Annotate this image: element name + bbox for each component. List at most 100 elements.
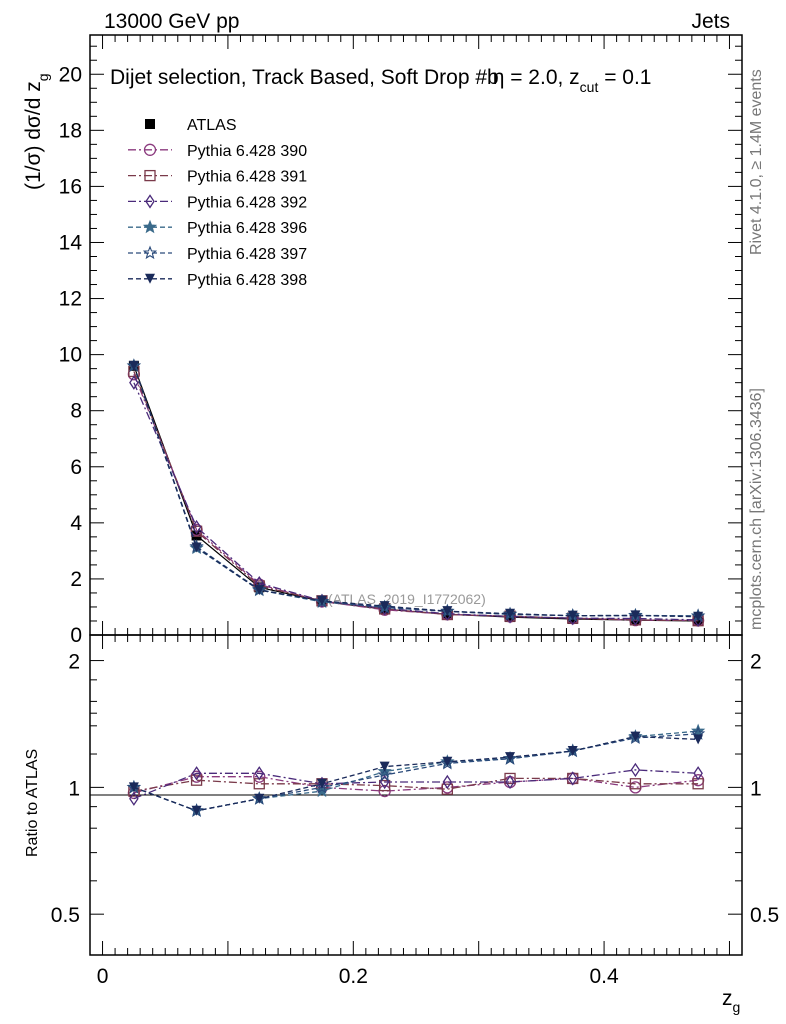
ratio-data-point [690,723,706,738]
legend-label: Pythia 6.428 390 [187,143,307,160]
ratio-data-point [377,767,392,782]
main-series-line [133,365,699,617]
ratio-data-point [505,774,515,790]
ratio-data-point [379,761,390,772]
main-ytick-label: 2 [70,568,82,591]
ratio-series-line [133,777,699,792]
main-ytick-label: 10 [59,344,82,367]
rivet-label: Rivet 4.1.0, ≥ 1.4M events [748,69,765,255]
legend-marker [145,273,155,284]
main-data-point [630,610,641,621]
main-ytick-label: 4 [70,512,82,535]
ratio-data-point [190,774,203,786]
legend-marker [143,143,157,156]
main-data-point [693,611,704,622]
ratio-ytick-label: 1 [68,777,80,800]
ratio-data-point [191,766,202,781]
main-ytick-label: 20 [59,63,82,86]
legend-marker [142,219,158,234]
x-axis-title: zg [722,987,740,1015]
ratio-data-point [442,756,453,767]
main-series-line [133,374,699,622]
legend-marker [142,245,158,260]
ratio-data-point [630,731,641,742]
xtick-label: 0 [97,965,109,988]
ratio-data-point [314,779,330,794]
main-data-point [129,375,139,390]
ratio-ytick-label: 0.5 [51,904,80,927]
legend-label: Pythia 6.428 392 [187,194,307,211]
ratio-data-point [567,771,578,786]
ratio-y-ticks: 0.5 0.5 1 1 2 2 [51,651,779,928]
main-ytick-label: 18 [59,119,82,142]
ratio-series-group [126,723,706,817]
main-ylabel: (1/σ) dσ/d zg [22,73,51,190]
legend-label: Pythia 6.428 397 [187,246,307,263]
main-ytick-label: 6 [70,456,82,479]
main-ytick-label: 14 [59,231,83,254]
ratio-data-point [442,774,453,790]
main-series-line [133,365,699,622]
ratio-data-point [629,778,642,790]
ratio-data-point [693,766,703,781]
legend-marker [145,194,155,209]
legend-label: ATLAS [187,117,237,134]
legend-label: Pythia 6.428 391 [187,169,307,186]
main-ytick-label: 12 [59,288,82,311]
main-y-ticks: 0 2 4 6 8 10 12 14 16 18 20 [59,45,742,647]
ratio-data-point [129,791,139,806]
ratio-ytick-label: 2 [68,651,80,674]
ratio-data-point [253,770,266,783]
analysis-watermark: (ATLAS_2019_I1772062) [328,591,486,607]
ratio-series-line [133,735,699,812]
main-title-tail: η = 2.0, z [493,66,580,89]
main-series-line [133,365,699,618]
main-ylabel-sub: g [35,73,51,81]
legend: ATLAS Pythia 6.428 390 Pythia 6.428 391 Pyt… [128,117,307,289]
ratio-data-point [316,778,327,789]
main-ylabel-text: (1/σ) dσ/d z [22,81,45,190]
ratio-ytick-label-right: 1 [750,777,762,800]
legend-marker [144,169,156,182]
main-series-line [133,371,699,622]
ratio-data-point [693,734,704,745]
ratio-data-point [128,782,139,793]
ratio-data-point [379,774,390,790]
x-axis-title-text: z [722,987,733,1010]
ratio-ylabel: Ratio to ATLAS [24,749,41,857]
main-data-point [442,606,453,617]
main-title-sub: cut [580,79,599,95]
ratio-data-point [630,762,641,778]
ratio-data-point [191,805,202,816]
legend-label: Pythia 6.428 396 [187,220,307,237]
ratio-series-line [133,769,699,800]
ratio-data-point [567,745,578,756]
ratio-data-point [505,752,516,763]
ratio-ytick-label-right: 2 [750,651,762,674]
main-data-point [567,610,578,621]
main-series-group [126,358,706,628]
main-title-end: = 0.1 [598,66,651,89]
main-ytick-label: 16 [59,175,82,198]
x-axis-title-sub: g [733,999,741,1015]
main-data-point [316,595,327,606]
x-ticks: 0 0.2 0.4 [97,35,730,988]
legend-label: Pythia 6.428 398 [187,272,307,289]
ratio-data-point [379,779,391,792]
main-data-point [128,360,139,371]
ratio-series-line [133,776,699,794]
header-left: 13000 GeV pp [104,10,239,33]
main-series-line [133,365,699,617]
ratio-data-point [504,772,516,785]
ratio-data-point [441,783,453,795]
main-data-point [191,519,202,535]
xtick-label: 0.4 [589,965,619,988]
main-data-point [254,585,265,596]
main-ytick-label: 0 [70,624,82,647]
ratio-data-point [254,766,265,781]
legend-marker [145,119,155,129]
ratio-data-point [254,793,265,804]
main-series-line [133,382,699,621]
ratio-ytick-label-right: 0.5 [750,904,779,927]
